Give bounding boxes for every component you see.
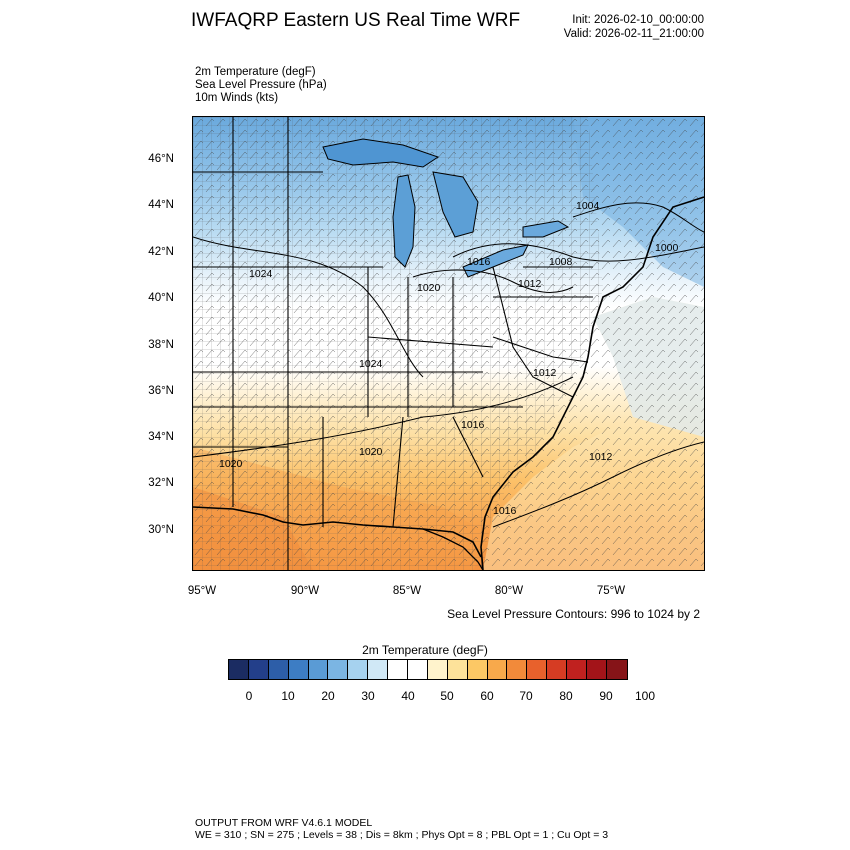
colorbar-swatch [368,660,389,679]
isobar-labels: 1024 1020 1016 1012 1008 1004 1000 1024 … [219,200,679,517]
colorbar-swatch [308,660,329,679]
colorbar-tick: 100 [634,689,656,703]
colorbar-tick: 40 [401,689,415,703]
colorbar-tick: 60 [480,689,494,703]
state-borders [193,117,593,570]
isobar-label: 1000 [655,242,679,254]
footer-config-line: WE = 310 ; SN = 275 ; Levels = 38 ; Dis … [195,829,609,841]
isobar-label: 1016 [493,505,517,517]
colorbar-tick: 0 [245,689,253,703]
lat-label: 34°N [148,431,174,443]
page-title: IWFAQRP Eastern US Real Time WRF [191,10,521,31]
lon-label: 85°W [392,585,422,597]
valid-time: Valid: 2026-02-11_21:00:00 [563,28,704,40]
isobar-label: 1024 [249,268,273,280]
colorbar-swatch [408,660,428,679]
colorbar-tick: 50 [440,689,454,703]
colorbar-swatch [527,660,548,679]
isobar-label: 1012 [533,367,557,379]
isobar-label: 1020 [359,446,383,458]
temperature-colorbar [228,659,628,680]
colorbar-swatch [567,660,588,679]
colorbar-swatch [507,660,528,679]
isobar-label: 1024 [359,358,383,370]
footer-model-line: OUTPUT FROM WRF V4.6.1 MODEL [195,817,373,829]
isobars [193,202,704,528]
lon-label: 80°W [494,585,524,597]
lake-superior [322,138,440,168]
lat-label: 46°N [148,153,174,165]
isobar-label: 1004 [576,200,600,212]
field-temperature: 2m Temperature (degF) [195,66,316,78]
colorbar-swatch [587,660,607,679]
lat-label: 40°N [148,292,174,304]
colorbar-tick: 70 [519,689,533,703]
run-times: Init: 2026-02-10_00:00:00 Valid: 2026-02… [564,13,704,41]
colorbar-swatch [328,660,349,679]
colorbar-tick: 10 [281,689,295,703]
lat-label: 30°N [148,524,174,536]
isobar-label: 1008 [549,256,573,268]
colorbar-swatch [288,660,309,679]
colorbar-swatch [427,660,448,679]
colorbar-tick: 30 [361,689,375,703]
colorbar-tick: 90 [599,689,613,703]
isobar-label: 1012 [518,278,542,290]
colorbar-swatch [248,660,269,679]
lon-label: 90°W [290,585,320,597]
field-pressure: Sea Level Pressure (hPa) [195,79,327,91]
model-footer: OUTPUT FROM WRF V4.6.1 MODEL WE = 310 ; … [195,817,608,841]
colorbar-swatch [467,660,488,679]
colorbar-tick: 20 [321,689,335,703]
lat-label: 38°N [148,339,174,351]
lake-ontario [522,220,570,238]
lon-label: 95°W [187,585,217,597]
colorbar-swatch [229,660,249,679]
florida-coast [422,528,484,570]
colorbar-swatch [606,660,627,679]
colorbar-swatch [547,660,568,679]
colorbar-swatch [268,660,289,679]
colorbar-tick: 80 [559,689,573,703]
isobar-label: 1012 [589,451,613,463]
colorbar-swatch [388,660,409,679]
colorbar-swatch [487,660,508,679]
isobar-label: 1020 [219,458,243,470]
gulf-coastline [193,506,482,558]
lake-michigan [392,174,416,268]
isobar-label: 1016 [467,256,491,268]
isobar-label: 1020 [417,282,441,294]
coastline [480,196,704,570]
isobar-label: 1016 [461,419,485,431]
lat-label: 32°N [148,477,174,489]
init-time: Init: 2026-02-10_00:00:00 [572,14,704,26]
lon-label: 75°W [596,585,626,597]
lat-label: 42°N [148,246,174,258]
lat-label: 44°N [148,199,174,211]
lat-label: 36°N [148,385,174,397]
map-canvas: 1024 1020 1016 1012 1008 1004 1000 1024 … [193,117,704,570]
pressure-contour-caption: Sea Level Pressure Contours: 996 to 1024… [447,607,700,621]
lake-erie [462,244,529,278]
field-winds: 10m Winds (kts) [195,92,279,104]
colorbar-swatch [348,660,369,679]
field-list: 2m Temperature (degF) Sea Level Pressure… [195,66,327,105]
lake-huron [432,171,479,238]
colorbar-title: 2m Temperature (degF) [362,643,488,657]
weather-map: 1024 1020 1016 1012 1008 1004 1000 1024 … [192,116,705,571]
colorbar-swatch [447,660,468,679]
